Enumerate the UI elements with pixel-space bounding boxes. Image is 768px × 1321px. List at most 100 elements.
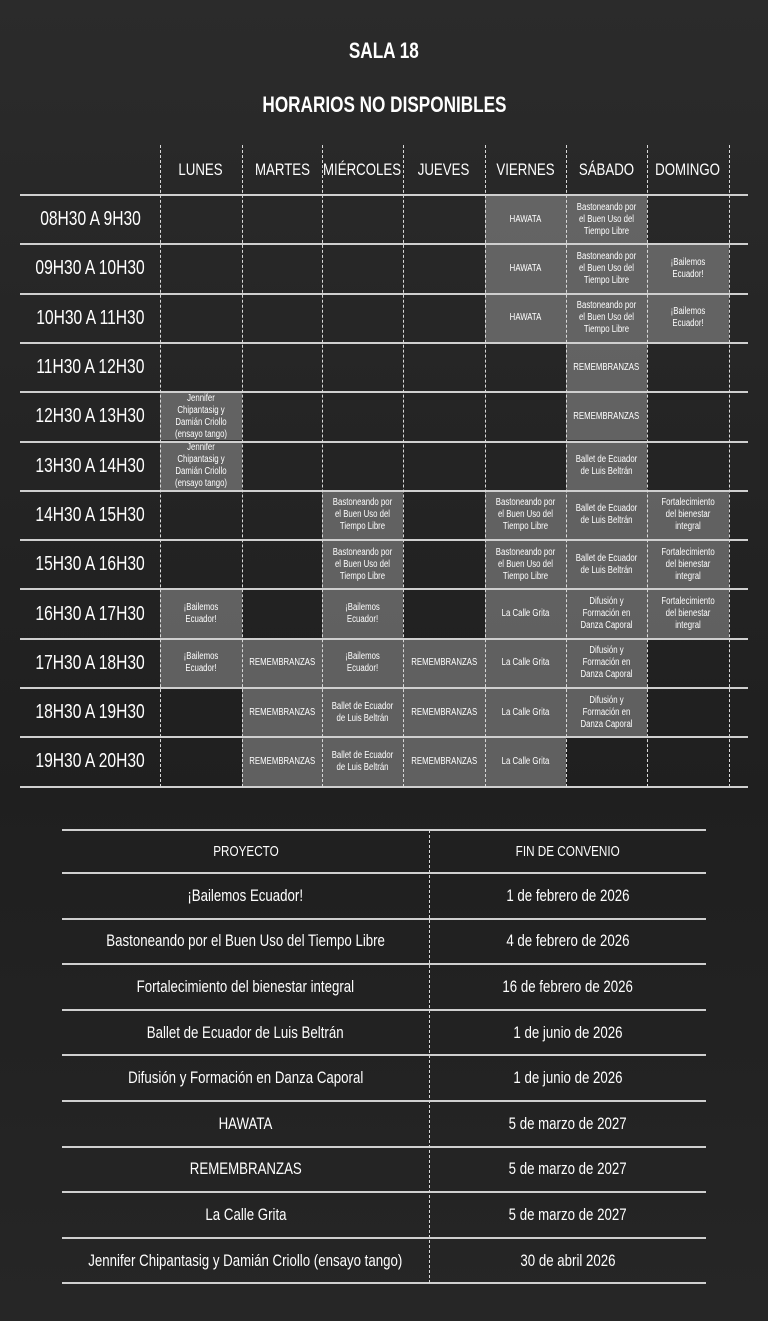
empty-cell [242,295,322,342]
booked-cell: Fortalecimiento del bienestar integral [647,590,729,638]
booked-cell: Ballet de Ecuador de Luis Beltrán [566,541,647,589]
text: La Calle Grita [501,657,550,669]
column-divider [242,145,243,787]
booked-cell: La Calle Grita [485,689,566,737]
time-slot: 15H30 A 16H30 [20,540,160,589]
text: Difusión y Formación en Danza Caporal [580,596,633,632]
text: Fortalecimiento del bienestar integral [661,546,715,582]
text: JUEVES [417,160,470,179]
empty-cell [566,738,647,785]
column-divider [160,145,161,787]
booked-cell: Bastoneando por el Buen Uso del Tiempo L… [485,541,566,589]
text: REMEMBRANZAS [573,361,640,373]
end-date: 5 de marzo de 2027 [429,1101,706,1147]
project-name: HAWATA [62,1101,429,1147]
table-divider [62,1282,706,1285]
project-name: La Calle Grita [62,1192,429,1238]
table-divider [62,1054,706,1057]
text: REMEMBRANZAS [411,657,477,669]
booked-cell: Difusión y Formación en Danza Caporal [566,639,647,687]
booked-cell: ¡Bailemos Ecuador! [647,245,729,293]
table-divider [62,917,706,920]
row-divider [20,341,748,344]
text: Ballet de Ecuador de Luis Beltrán [575,454,638,478]
day-header: SÁBADO [566,145,647,195]
column-divider [647,145,648,787]
text: ¡Bailemos Ecuador! [187,885,304,905]
text: HAWATA [509,312,542,324]
booked-cell: Difusión y Formación en Danza Caporal [566,590,647,638]
text: REMEMBRANZAS [249,706,315,718]
time-slot: 16H30 A 17H30 [20,589,160,638]
empty-cell [322,295,403,342]
booked-cell: Fortalecimiento del bienestar integral [647,541,729,589]
empty-cell [242,492,322,539]
header-end-date: FIN DE CONVENIO [429,830,706,873]
time-slot: 17H30 A 18H30 [20,639,160,688]
row-divider [20,736,748,739]
time-slot: 11H30 A 12H30 [20,343,160,392]
text: Ballet de Ecuador de Luis Beltrán [147,1022,344,1042]
project-name: Fortalecimiento del bienestar integral [62,964,429,1010]
booked-cell: Ballet de Ecuador de Luis Beltrán [322,689,403,737]
table-divider [62,1145,706,1148]
booked-cell: Bastoneando por el Buen Uso del Tiempo L… [322,541,403,589]
text: La Calle Grita [501,755,550,767]
text: HAWATA [509,213,542,225]
booked-cell: Bastoneando por el Buen Uso del Tiempo L… [566,196,647,244]
booked-cell: ¡Bailemos Ecuador! [647,294,729,342]
text: 5 de marzo de 2027 [508,1204,627,1224]
empty-cell [160,196,242,243]
column-divider [729,145,730,787]
time-slot: 18H30 A 19H30 [20,688,160,737]
booked-cell: HAWATA [485,294,566,342]
booked-cell: Ballet de Ecuador de Luis Beltrán [566,442,647,490]
table-divider [62,1236,706,1239]
booked-cell: REMEMBRANZAS [403,639,485,687]
end-date: 16 de febrero de 2026 [429,964,706,1010]
column-divider [322,145,323,787]
text: 11H30 A 12H30 [35,356,145,379]
empty-cell [647,393,729,440]
text: ¡Bailemos Ecuador! [670,256,706,280]
column-divider [566,145,567,787]
schedule-subtitle: HORARIOS NO DISPONIBLES [261,92,507,117]
empty-cell [160,245,242,292]
header-project: PROYECTO [62,830,429,873]
text: 08H30 A 9H30 [39,208,141,231]
text: Jennifer Chipantasig y Damián Criollo (e… [88,1250,403,1270]
row-divider [20,243,748,246]
text: SÁBADO [578,160,635,179]
day-header: DOMINGO [647,145,728,195]
table-divider [62,1191,706,1194]
end-date: 1 de febrero de 2026 [429,873,706,919]
text: 5 de marzo de 2027 [508,1113,627,1133]
text: 19H30 A 20H30 [35,750,145,773]
empty-cell [647,196,729,243]
day-header: MIÉRCOLES [322,145,403,195]
empty-cell [403,443,485,490]
text: La Calle Grita [501,608,550,620]
time-slot: 08H30 A 9H30 [20,195,160,244]
empty-cell [485,344,566,391]
empty-cell [403,295,485,342]
text: Bastoneando por el Buen Uso del Tiempo L… [576,201,637,237]
booked-cell: ¡Bailemos Ecuador! [160,590,242,638]
text: 16H30 A 17H30 [35,602,145,625]
table-column-divider [429,830,430,1284]
empty-cell [322,344,403,391]
end-date: 5 de marzo de 2027 [429,1192,706,1238]
text: 10H30 A 11H30 [35,306,145,329]
project-name: REMEMBRANZAS [62,1147,429,1193]
booked-cell: Ballet de Ecuador de Luis Beltrán [322,738,403,786]
text: Bastoneando por el Buen Uso del Tiempo L… [576,250,637,286]
text: Ballet de Ecuador de Luis Beltrán [575,503,638,527]
end-date: 4 de febrero de 2026 [429,919,706,965]
booked-cell: Bastoneando por el Buen Uso del Tiempo L… [566,294,647,342]
time-slot: 14H30 A 15H30 [20,491,160,540]
empty-cell [403,196,485,243]
empty-cell [322,443,403,490]
empty-cell [647,738,729,785]
text: REMEMBRANZAS [411,755,477,767]
booked-cell: Jennifer Chipantasig y Damián Criollo (e… [160,442,242,490]
